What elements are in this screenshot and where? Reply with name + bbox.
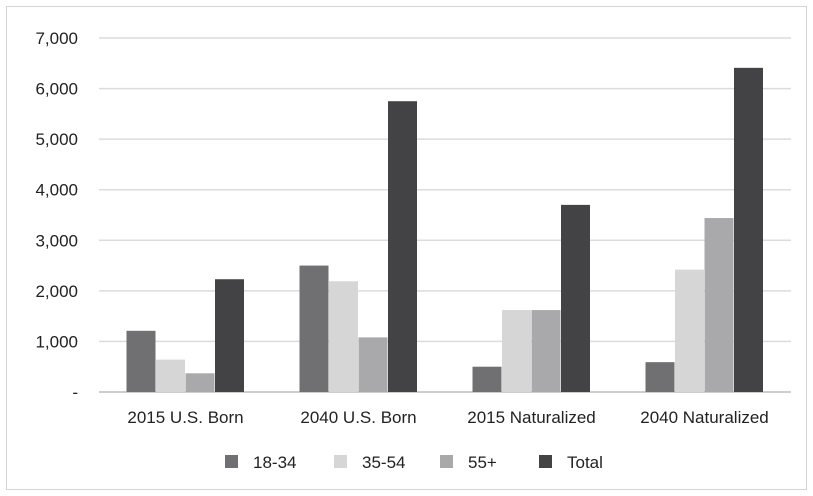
x-category-label: 2015 Naturalized bbox=[467, 408, 596, 427]
bar-55- bbox=[531, 310, 561, 392]
legend-label: Total bbox=[567, 453, 603, 472]
bar-18-34 bbox=[299, 265, 329, 392]
x-category-label: 2015 U.S. Born bbox=[127, 408, 243, 427]
legend-label: 55+ bbox=[468, 453, 497, 472]
y-tick-label: 3,000 bbox=[35, 231, 78, 250]
bar-35-54 bbox=[329, 281, 358, 392]
bars-layer bbox=[126, 67, 763, 392]
bar-total bbox=[388, 101, 417, 392]
grid-layer bbox=[99, 37, 791, 393]
bar-35-54 bbox=[502, 310, 531, 392]
legend-label: 18-34 bbox=[253, 453, 296, 472]
x-category-label: 2040 Naturalized bbox=[640, 408, 769, 427]
bar-total bbox=[734, 67, 763, 392]
y-tick-label: 5,000 bbox=[35, 130, 78, 149]
bar-18-34 bbox=[472, 366, 502, 392]
legend-swatch bbox=[225, 455, 238, 468]
bar-18-34 bbox=[126, 330, 156, 392]
y-tick-label: 7,000 bbox=[35, 29, 78, 48]
axis-layer: - 1,000 2,000 3,000 4,000 5,000 6,000 7,000 2015… bbox=[35, 29, 768, 427]
chart-svg: - 1,000 2,000 3,000 4,000 5,000 6,000 7,000 2015… bbox=[35, 29, 791, 472]
y-tick-label: 4,000 bbox=[35, 181, 78, 200]
legend-swatch bbox=[539, 455, 552, 468]
x-category-label: 2040 U.S. Born bbox=[300, 408, 416, 427]
y-tick-label: 2,000 bbox=[35, 282, 78, 301]
bar-18-34 bbox=[645, 362, 675, 392]
legend-swatch bbox=[440, 455, 453, 468]
bar-total bbox=[561, 204, 590, 392]
bar-55- bbox=[185, 373, 215, 392]
y-tick-label: 1,000 bbox=[35, 332, 78, 351]
bar-total bbox=[215, 279, 244, 392]
bar-35-54 bbox=[156, 359, 185, 392]
legend-layer: 18-34 35-54 55+ Total bbox=[225, 453, 603, 472]
chart-frame: - 1,000 2,000 3,000 4,000 5,000 6,000 7,000 2015… bbox=[6, 6, 807, 490]
bar-55- bbox=[358, 337, 388, 392]
y-tick-label: - bbox=[72, 383, 78, 402]
bar-35-54 bbox=[675, 269, 704, 392]
legend-swatch bbox=[334, 455, 347, 468]
y-tick-label: 6,000 bbox=[35, 80, 78, 99]
bar-55- bbox=[704, 218, 734, 392]
legend-label: 35-54 bbox=[362, 453, 405, 472]
